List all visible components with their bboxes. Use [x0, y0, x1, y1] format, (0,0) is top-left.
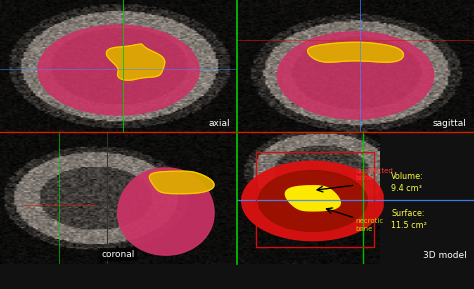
Polygon shape	[308, 42, 403, 62]
Text: axial: axial	[208, 119, 230, 128]
Text: 3D model: 3D model	[423, 251, 467, 260]
Text: unaffected
bone: unaffected bone	[356, 168, 393, 181]
Circle shape	[277, 32, 434, 119]
Text: Manual Segmentation of FHN on 3D MRI in a 42 years old man: Manual Segmentation of FHN on 3D MRI in …	[74, 7, 400, 17]
Circle shape	[258, 171, 367, 231]
Text: necrotic
bone: necrotic bone	[356, 218, 384, 232]
Circle shape	[38, 25, 199, 115]
Text: Volume:
9.4 cm³: Volume: 9.4 cm³	[391, 172, 424, 193]
Polygon shape	[118, 168, 214, 255]
Text: sagittal: sagittal	[433, 119, 467, 128]
Text: Surface:
11.5 cm²: Surface: 11.5 cm²	[391, 209, 427, 230]
Bar	[256, 152, 374, 247]
Polygon shape	[149, 171, 214, 194]
Circle shape	[242, 161, 384, 241]
Text: coronal: coronal	[102, 250, 135, 259]
Polygon shape	[106, 44, 165, 80]
Polygon shape	[285, 186, 340, 211]
